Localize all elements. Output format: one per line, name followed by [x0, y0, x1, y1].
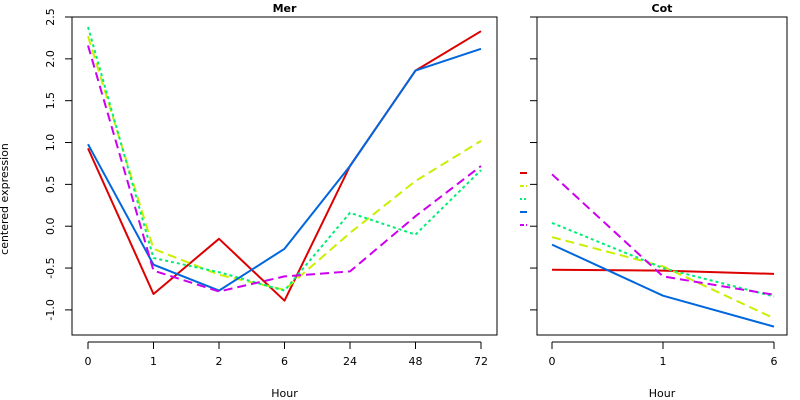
x-tick-label: 1: [660, 355, 667, 368]
x-tick-label: 1: [150, 355, 157, 368]
x-tick-label: 2: [216, 355, 223, 368]
plot-frame: [71, 16, 498, 336]
x-tick-label: 72: [474, 355, 488, 368]
x-tick-label: 48: [409, 355, 423, 368]
x-tick-label: 6: [281, 355, 288, 368]
series-line-red: [551, 268, 775, 275]
series-line-red: [87, 30, 482, 302]
x-tick-label: 6: [771, 355, 778, 368]
x-axis-label: Hour: [271, 387, 298, 400]
y-tick-label: 0.0: [44, 217, 57, 235]
x-axis-label: Hour: [649, 387, 676, 400]
panel-mer: Mer -1.0 -0.5 0.0 0.5 1.0 1.5 2.0 2.5 0 1 2 6 24 48 72 H…: [44, 2, 498, 400]
series-line-green: [87, 26, 482, 292]
y-axis-label: centered expression: [0, 143, 11, 255]
x-tick-label: 0: [549, 355, 556, 368]
x-tick-label: 0: [85, 355, 92, 368]
y-tick-label: 1.5: [44, 92, 57, 110]
panels-layer: Mer -1.0 -0.5 0.0 0.5 1.0 1.5 2.0 2.5 0 1 2 6 24 48 72 H…: [44, 2, 788, 400]
panel-title: Mer: [273, 2, 297, 15]
series-line-magenta: [87, 45, 482, 293]
y-tick-label: 1.0: [44, 134, 57, 152]
panel-title: Cot: [652, 2, 673, 15]
y-tick-label: 2.5: [44, 8, 57, 26]
plot-frame: [536, 16, 788, 336]
legend: [520, 172, 527, 226]
y-tick-label: 0.5: [44, 176, 57, 194]
series-line-yellow: [551, 236, 775, 320]
series-line-blue: [87, 47, 482, 292]
y-tick-label: -0.5: [44, 257, 57, 278]
series-line-blue: [551, 243, 775, 328]
x-tick-label: 24: [343, 355, 357, 368]
series-line-magenta: [551, 173, 775, 296]
y-tick-label: 2.0: [44, 50, 57, 67]
y-tick-label: -1.0: [44, 299, 57, 320]
panel-cot: Cot 0 1 6 Hour: [530, 2, 788, 400]
